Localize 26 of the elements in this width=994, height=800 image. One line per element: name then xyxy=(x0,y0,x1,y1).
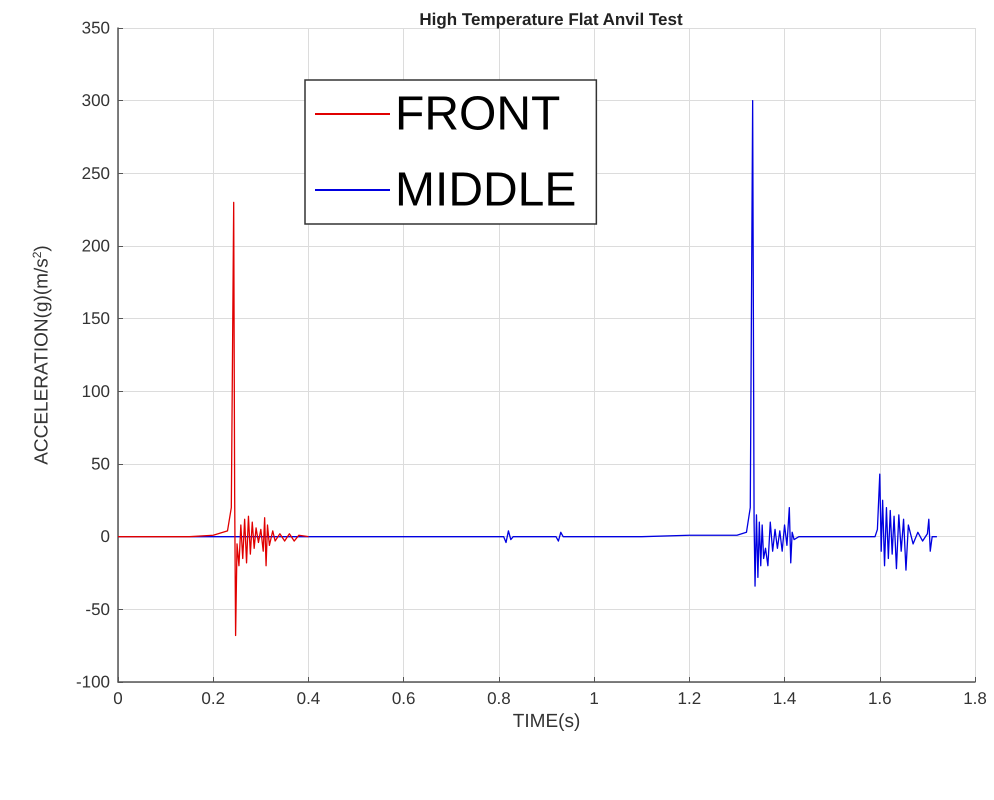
x-tick-label: 0.8 xyxy=(487,689,511,708)
x-tick-label: 0.6 xyxy=(392,689,416,708)
y-tick-label: -50 xyxy=(85,600,110,619)
line-series xyxy=(117,202,310,636)
y-tick-label: 250 xyxy=(82,164,110,183)
x-tick-label: 1.2 xyxy=(678,689,702,708)
y-tick-label: 150 xyxy=(82,309,110,328)
legend-label: FRONT xyxy=(395,88,560,140)
x-tick-label: 1.4 xyxy=(772,689,796,708)
x-tick-label: 0 xyxy=(113,689,123,708)
y-tick-label: 0 xyxy=(100,527,110,546)
y-tick-label: 350 xyxy=(82,18,110,38)
x-axis-title: TIME(s) xyxy=(512,711,580,732)
x-tick-label: 1.6 xyxy=(868,689,892,708)
y-tick-label: -100 xyxy=(76,672,110,692)
x-tick-label: 0.2 xyxy=(201,689,226,708)
y-tick-label: 200 xyxy=(82,236,110,256)
x-tick-label: 1.8 xyxy=(963,689,987,708)
x-tick-label: 1 xyxy=(589,689,599,708)
chart-title: High Temperature Flat Anvil Test xyxy=(419,10,683,29)
y-tick-label: 300 xyxy=(82,91,110,110)
y-tick-label: 50 xyxy=(91,454,110,474)
x-tick-label: 0.4 xyxy=(296,689,320,708)
y-axis-title: ACCELERATION(g)(m/s2) xyxy=(30,245,52,465)
y-tick-label: 100 xyxy=(82,382,110,401)
legend-label: MIDDLE xyxy=(395,164,576,216)
